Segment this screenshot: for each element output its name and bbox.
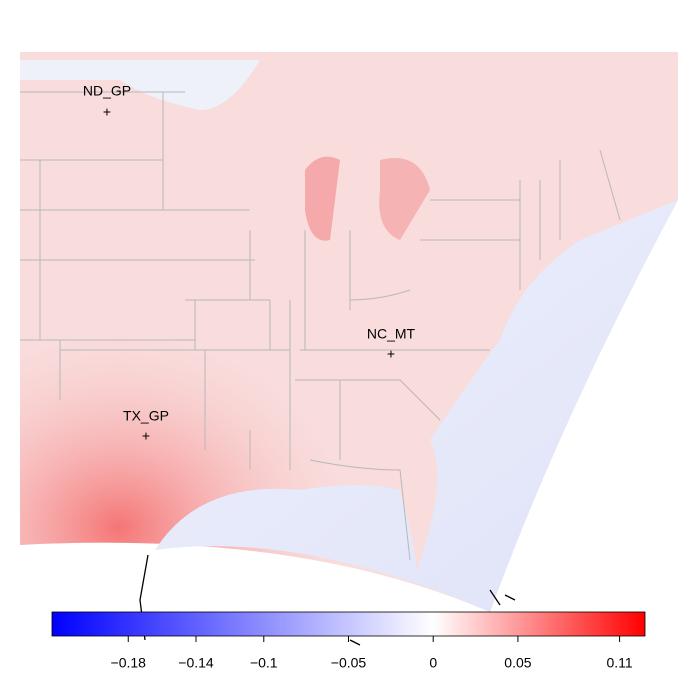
tick-label: −0.05: [331, 655, 367, 671]
site-label: ND_GP: [83, 83, 131, 99]
site-ND_GP: ND_GP +: [83, 83, 131, 120]
tick-label: −0.1: [250, 655, 278, 671]
tick-label: 0.11: [606, 655, 632, 671]
tick-label: 0: [429, 655, 437, 671]
tick-label: −0.14: [178, 655, 214, 671]
site-marker: +: [103, 104, 111, 120]
site-label: TX_GP: [123, 408, 169, 424]
state-borders: [20, 91, 621, 561]
colorbar: [51, 611, 646, 637]
site-marker: +: [387, 346, 395, 362]
coastline: [139, 554, 516, 646]
site-TX_GP: TX_GP +: [123, 408, 169, 444]
tick-label: −0.18: [111, 655, 147, 671]
site-marker: +: [142, 428, 150, 444]
map-domain: [20, 52, 678, 646]
site-NC_MT: NC_MT +: [367, 326, 416, 362]
tick-label: 0.05: [504, 655, 531, 671]
site-label: NC_MT: [367, 326, 416, 342]
